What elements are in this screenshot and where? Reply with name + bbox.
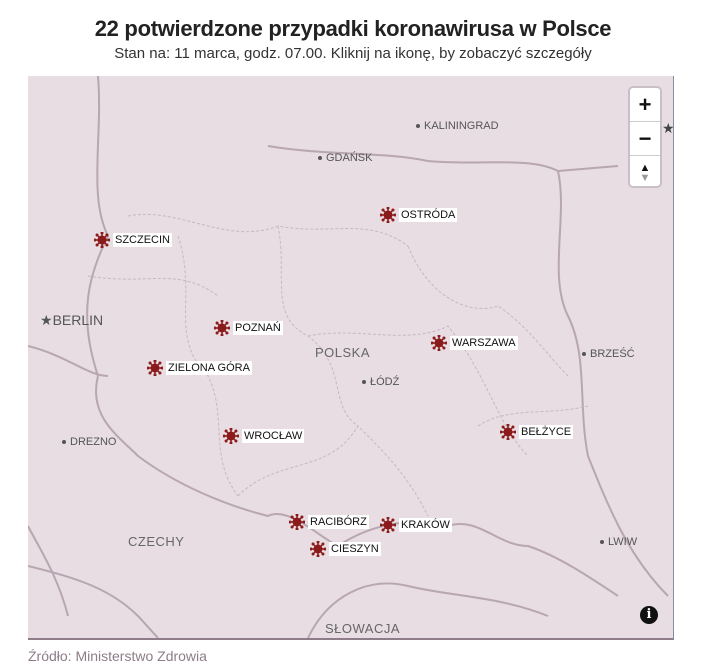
source-note: Źródło: Ministerstwo Zdrowia (28, 648, 207, 664)
marker-label: RACIBÓRZ (308, 515, 369, 529)
place-label: BRZEŚĆ (590, 348, 635, 360)
marker-label: KRAKÓW (399, 518, 452, 532)
marker-szczecin[interactable]: SZCZECIN (94, 232, 172, 248)
page-title: 22 potwierdzone przypadki koronawirusa w… (94, 16, 612, 41)
place-kaliningrad: KALININGRAD (416, 120, 499, 132)
marker-label: POZNAŃ (233, 321, 283, 335)
marker-label: OSTRÓDA (399, 208, 458, 222)
virus-icon (214, 320, 230, 336)
marker-poznan[interactable]: POZNAŃ (214, 320, 283, 336)
marker-label: WROCŁAW (242, 429, 305, 443)
map-controls: + − ▲ ▼ (628, 86, 662, 188)
place-label: LWIW (608, 536, 638, 548)
place-label: GDAŃSK (326, 152, 373, 164)
marker-cieszyn[interactable]: CIESZYN (310, 541, 381, 557)
virus-icon (147, 360, 163, 376)
marker-label: CIESZYN (329, 542, 381, 556)
page-subtitle: Stan na: 11 marca, godz. 07.00. Kliknij … (114, 45, 592, 62)
virus-icon (500, 424, 516, 440)
virus-icon (431, 335, 447, 351)
place-label: DREZNO (70, 436, 117, 448)
place-berlin: ★BERLIN (40, 312, 103, 329)
star-icon: ★ (662, 120, 674, 136)
virus-icon (289, 514, 305, 530)
country-polska: POLSKA (315, 345, 371, 360)
marker-label: SZCZECIN (113, 233, 172, 247)
north-arrow-icon: ▲ (639, 161, 651, 174)
virus-icon (380, 207, 396, 223)
map[interactable]: KALININGRAD GDAŃSK ★BERLIN ŁÓDŹ BRZEŚĆ D… (28, 76, 674, 640)
marker-label: WARSZAWA (450, 336, 518, 350)
virus-icon (310, 541, 326, 557)
marker-zielona-gora[interactable]: ZIELONA GÓRA (147, 360, 252, 376)
marker-warszawa[interactable]: WARSZAWA (431, 335, 518, 351)
marker-krakow[interactable]: KRAKÓW (380, 517, 452, 533)
place-lodz: ŁÓDŹ (362, 376, 399, 388)
marker-wroclaw[interactable]: WROCŁAW (223, 428, 305, 444)
marker-ostroda[interactable]: OSTRÓDA (380, 207, 458, 223)
place-label: KALININGRAD (424, 120, 499, 132)
country-slowacja: SŁOWACJA (325, 621, 401, 636)
star-icon: ★ (40, 312, 53, 328)
place-brzesc: BRZEŚĆ (582, 348, 635, 360)
map-borders (28, 76, 669, 638)
south-arrow-icon: ▼ (639, 171, 651, 184)
marker-label: ZIELONA GÓRA (166, 361, 252, 375)
country-czechy: CZECHY (128, 534, 185, 549)
zoom-out-button[interactable]: − (630, 122, 660, 156)
virus-icon (380, 517, 396, 533)
zoom-in-button[interactable]: + (630, 88, 660, 122)
virus-icon (223, 428, 239, 444)
marker-belzyce[interactable]: BEŁŻYCE (500, 424, 574, 440)
place-label: BERLIN (52, 312, 104, 328)
reset-north-button[interactable]: ▲ ▼ (630, 156, 660, 189)
place-lwiw: LWIW (600, 536, 637, 548)
place-gdansk: GDAŃSK (318, 152, 372, 164)
place-label: ŁÓDŹ (370, 376, 400, 388)
virus-icon (94, 232, 110, 248)
info-button[interactable]: i (640, 606, 658, 624)
place-drezno: DREZNO (62, 436, 116, 448)
marker-label: BEŁŻYCE (519, 425, 574, 439)
marker-raciborz[interactable]: RACIBÓRZ (289, 514, 369, 530)
